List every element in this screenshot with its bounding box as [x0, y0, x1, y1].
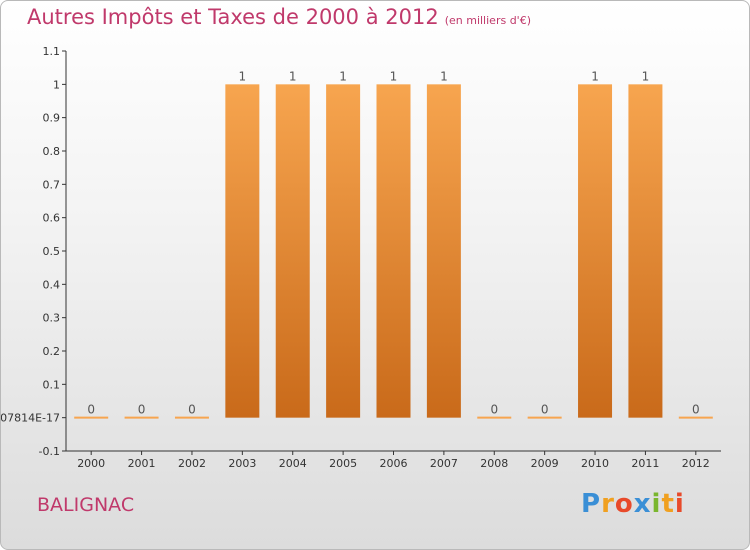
y-tick-label: 0.1	[43, 378, 61, 391]
x-tick-label: 2005	[329, 457, 357, 470]
y-tick-label: 0.6	[43, 212, 61, 225]
y-tick-label: -0.1	[39, 445, 60, 458]
chart-title-text: Autres Impôts et Taxes de 2000 à 2012	[27, 5, 439, 29]
y-tick-label: 0.9	[43, 112, 61, 125]
data-label: 1	[239, 69, 247, 83]
commune-name: BALIGNAC	[37, 494, 135, 516]
y-tick-label: 1.1	[43, 45, 61, 58]
x-tick-label: 2012	[682, 457, 710, 470]
chart-bars	[74, 84, 713, 419]
data-label: 0	[87, 403, 95, 417]
chart-data-labels: 0 0 0 1 1 1 1 1 0 0 1 1 0	[87, 69, 699, 416]
logo-letter: t	[661, 489, 675, 519]
data-label: 0	[692, 403, 700, 417]
y-tick-label: 1	[53, 78, 60, 91]
data-label: 1	[390, 69, 398, 83]
data-label: 1	[591, 69, 599, 83]
y-tick-label: 0.8	[43, 145, 61, 158]
logo-letter: P	[581, 489, 602, 519]
data-label: 0	[490, 403, 498, 417]
x-tick-label: 2001	[128, 457, 156, 470]
bar	[225, 84, 260, 418]
data-label: 1	[440, 69, 448, 83]
x-tick-label: 2003	[228, 457, 256, 470]
x-tick-label: 2009	[531, 457, 559, 470]
data-label: 1	[339, 69, 347, 83]
data-label: 1	[289, 69, 297, 83]
y-tick-label: 1.3877787807814E-17	[1, 412, 60, 425]
logo-letter: r	[601, 489, 615, 519]
logo-letter: o	[614, 489, 634, 519]
x-tick-label: 2011	[631, 457, 659, 470]
x-tick-label: 2007	[430, 457, 458, 470]
chart-title: Autres Impôts et Taxes de 2000 à 2012 (en…	[27, 5, 531, 29]
chart-unit: (en milliers d'€)	[444, 14, 531, 27]
x-tick-label: 2000	[77, 457, 105, 470]
x-tick-label: 2010	[581, 457, 609, 470]
logo-letter: i	[651, 489, 662, 519]
bar	[376, 84, 411, 418]
x-tick-label: 2002	[178, 457, 206, 470]
proxiti-logo[interactable]: Proxiti	[581, 489, 685, 519]
logo-letter: i	[674, 489, 685, 519]
data-label: 0	[541, 403, 549, 417]
bar	[426, 84, 461, 418]
chart-axes: -0.1 1.3877787807814E-17 0.1 0.2 0.3 0.4 0.5 0.…	[1, 45, 721, 470]
bar	[326, 84, 361, 418]
x-tick-label: 2004	[279, 457, 307, 470]
x-tick-label: 2006	[380, 457, 408, 470]
bar	[578, 84, 613, 418]
data-label: 0	[188, 403, 196, 417]
y-tick-label: 0.4	[43, 278, 61, 291]
y-tick-label: 0.5	[43, 245, 61, 258]
logo-letter: x	[633, 489, 652, 519]
bar	[275, 84, 310, 418]
data-label: 0	[138, 403, 146, 417]
bar	[628, 84, 663, 418]
x-tick-label: 2008	[480, 457, 508, 470]
y-tick-label: 0.3	[43, 312, 61, 325]
y-tick-label: 0.2	[43, 345, 61, 358]
y-tick-label: 0.7	[43, 178, 61, 191]
data-label: 1	[642, 69, 650, 83]
